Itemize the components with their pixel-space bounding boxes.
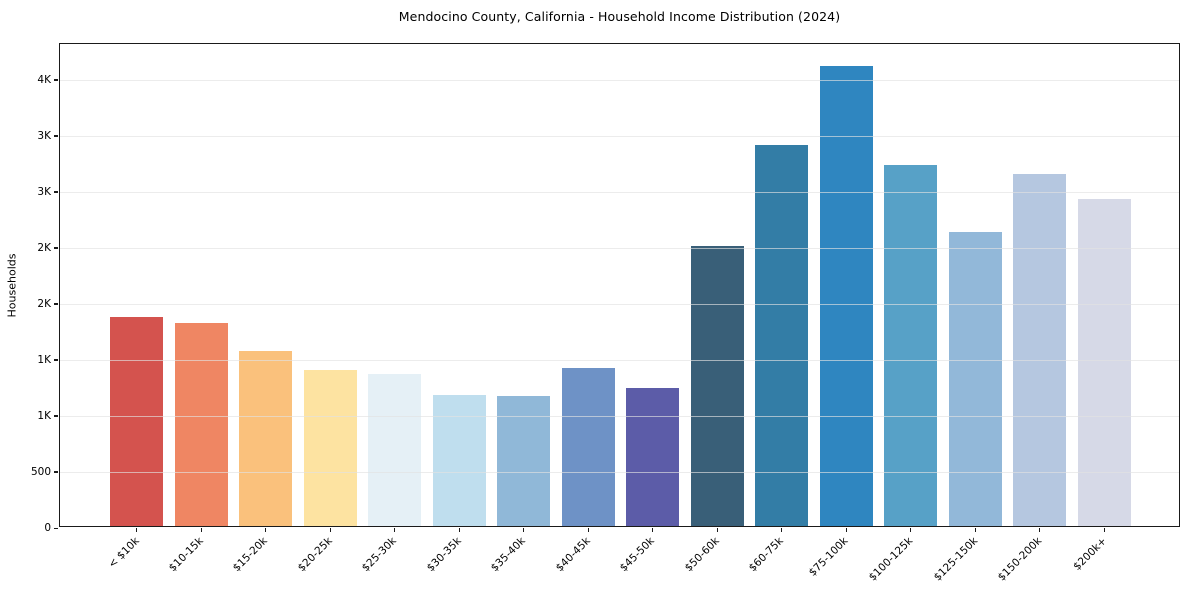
x-tick-label: $10-15k [166,535,206,575]
gridline-3500 [60,135,1179,137]
y-tick-mark [54,247,58,249]
x-tick-mark [587,528,589,532]
gridline-1000 [60,415,1179,417]
x-tick-mark [1103,528,1105,532]
x-tick-label: $50-60k [682,535,722,575]
x-tick-mark [200,528,202,532]
x-tick-label: < $10k [105,535,142,571]
x-tick-label: $200k+ [1070,535,1109,573]
x-tick-label: $20-25k [295,535,335,575]
x-tick-mark [1039,528,1041,532]
y-tick-mark [54,415,58,417]
gridline-2000 [60,303,1179,305]
bar-$75-100k [819,66,873,526]
y-tick-mark [54,471,58,473]
bar-$125-150k [948,232,1002,526]
x-tick-mark [523,528,525,532]
bar-$150-200k [1013,173,1067,526]
bar-$25-30k [368,374,422,526]
y-tick-label: 0 [44,522,51,534]
y-tick-mark [54,135,58,137]
bar-$40-45k [561,368,615,526]
x-tick-mark [781,528,783,532]
y-tick-label: 2K [37,297,51,310]
y-tick-mark [54,359,58,361]
x-tick-label: $150-200k [995,535,1045,584]
x-tick-mark [910,528,912,532]
y-axis-label-container: Households [2,43,22,527]
x-tick-label: $45-50k [618,535,658,575]
y-axis-label: Households [5,253,19,317]
bar-$45-50k [626,387,680,526]
y-tick-label: 500 [30,465,51,478]
x-tick-label: $100-125k [866,535,916,584]
bar-< $10k [110,316,164,526]
y-tick-mark [54,79,58,81]
x-tick-mark [329,528,331,532]
x-tick-mark [652,528,654,532]
gridline-2500 [60,247,1179,249]
y-tick-label: 2K [37,241,51,254]
bar-$10-15k [174,322,228,526]
x-tick-label: $40-45k [553,535,593,575]
bar-$50-60k [690,245,744,526]
y-tick-mark [54,191,58,193]
y-tick-label: 1K [37,353,51,366]
y-tick-label: 1K [37,409,51,422]
x-tick-mark [265,528,267,532]
bar-$60-75k [755,145,809,526]
gridline-1500 [60,359,1179,361]
x-tick-label: $35-40k [489,535,529,575]
x-tick-label: $15-20k [231,535,271,575]
bar-$35-40k [497,396,551,526]
y-tick-label: 4K [37,73,51,86]
x-tick-mark [974,528,976,532]
y-tick-label: 3K [37,185,51,198]
x-tick-label: $75-100k [806,535,851,579]
x-tick-mark [845,528,847,532]
x-tick-mark [394,528,396,532]
x-tick-label: $125-150k [931,535,980,584]
x-tick-mark [458,528,460,532]
x-tick-label: $30-35k [424,535,464,575]
y-tick-mark [54,303,58,305]
bar-$200k+ [1077,198,1131,526]
x-tick-label: $25-30k [360,535,400,575]
bar-$30-35k [432,395,486,526]
x-tick-label: $60-75k [747,535,787,575]
chart-title: Mendocino County, California - Household… [398,9,841,24]
gridline-500 [60,471,1179,473]
plot-area: 0 500 1K 1K 2K 2K 3K 3K 4K < $10k $10-15k $15-20k $2… [31,43,1180,584]
bar-$100-125k [884,164,938,526]
gridline-4000 [60,79,1179,81]
x-tick-mark [716,528,718,532]
y-tick-mark [54,527,58,529]
y-tick-label: 3K [37,129,51,142]
bar-$20-25k [303,369,357,526]
gridline-3000 [60,191,1179,193]
bar-$15-20k [239,351,293,526]
x-tick-mark [136,528,138,532]
